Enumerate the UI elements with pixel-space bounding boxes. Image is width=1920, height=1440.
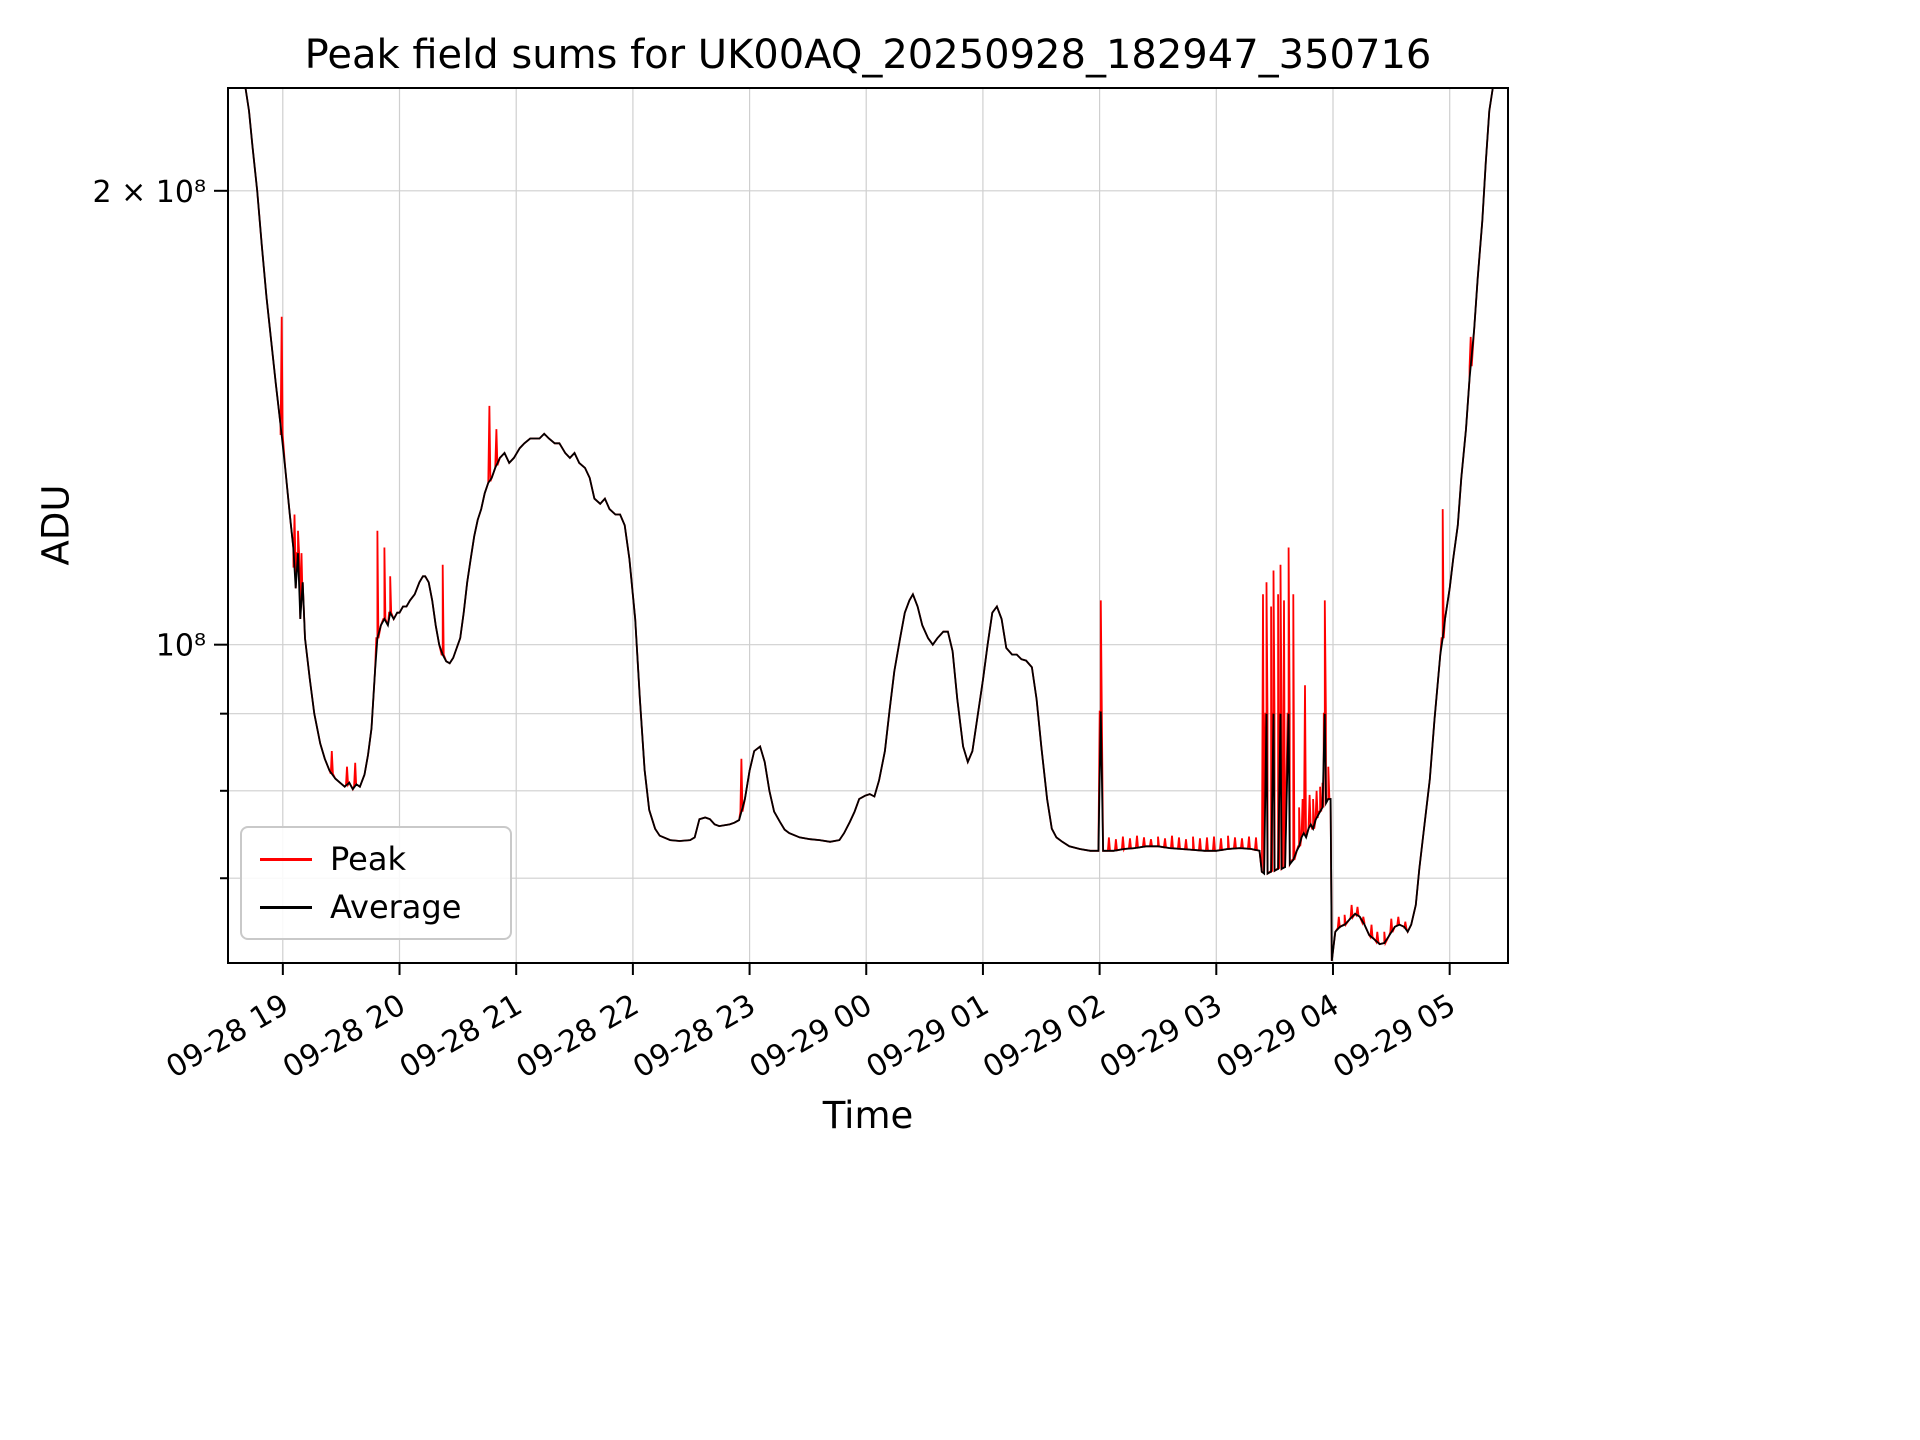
legend-item-average: Average — [260, 891, 510, 923]
x-tick-label: 09-28 23 — [627, 988, 761, 1086]
x-axis-label: Time — [822, 1094, 914, 1137]
average-line — [228, 88, 1508, 962]
average-line-swatch — [260, 905, 312, 909]
axes-box — [227, 87, 1509, 964]
x-tick-label: 09-29 03 — [1094, 988, 1228, 1086]
y-tick-label: 10⁸ — [156, 629, 206, 664]
x-tick-label: 09-28 22 — [511, 988, 645, 1086]
x-tick-label: 09-28 20 — [277, 988, 411, 1086]
x-tick-label: 09-29 01 — [861, 988, 995, 1086]
x-tick-label: 09-29 05 — [1327, 988, 1461, 1086]
x-tick-label: 09-28 21 — [394, 988, 528, 1086]
legend: Peak Average — [240, 826, 512, 940]
x-tick-label: 09-29 00 — [744, 988, 878, 1086]
legend-label-average: Average — [330, 888, 462, 926]
x-tick-label: 09-29 02 — [977, 988, 1111, 1086]
x-tick-label: 09-28 19 — [160, 988, 294, 1086]
legend-item-peak: Peak — [260, 843, 510, 875]
peak-line-swatch — [260, 857, 312, 861]
y-tick-label: 2 × 10⁸ — [93, 175, 207, 210]
legend-label-peak: Peak — [330, 840, 406, 878]
x-tick-label: 09-29 04 — [1211, 988, 1345, 1086]
chart-title: Peak field sums for UK00AQ_20250928_1829… — [304, 32, 1432, 78]
